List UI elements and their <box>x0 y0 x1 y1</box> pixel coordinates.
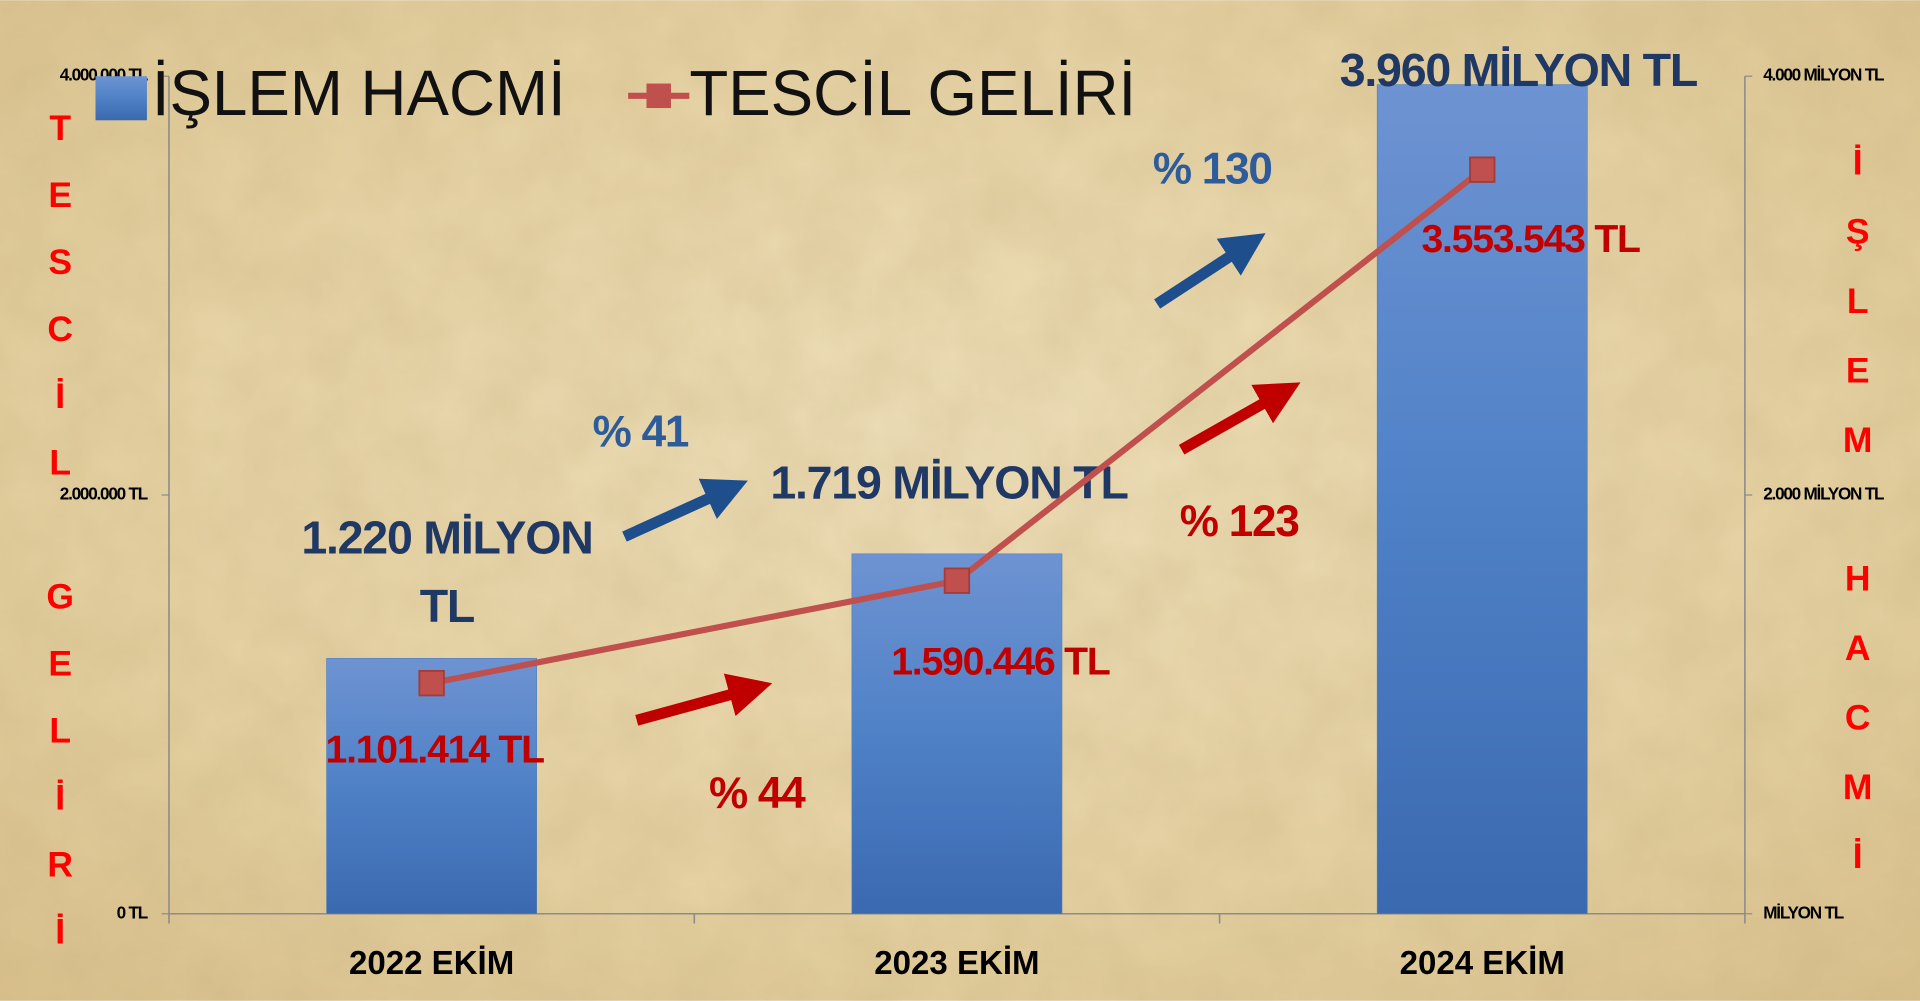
y-axis-title: TESCİL GELİRİ <box>40 108 80 978</box>
arrow <box>1178 382 1301 455</box>
line-marker <box>1469 156 1496 183</box>
bar-value-label: 1.719 MİLYON TL <box>770 457 1127 509</box>
bar-value-label: 1.220 MİLYON TL <box>301 512 592 633</box>
x-tick-label: 2022 EKİM <box>349 945 514 982</box>
y-tick-label: 2.000.000 TL <box>60 484 148 504</box>
line-marker <box>418 669 445 697</box>
y2-tick-label: 2.000 MİLYON TL <box>1763 484 1884 504</box>
annotation: % 130 <box>1153 144 1272 193</box>
legend-label: TESCİL GELİRİ <box>689 58 1136 129</box>
arrows <box>622 233 1301 726</box>
y2-tick-label: 4.000 MİLYON TL <box>1763 65 1884 85</box>
arrow <box>622 478 748 542</box>
y-tick-label: 0 TL <box>117 902 148 922</box>
annotation: % 41 <box>593 408 689 457</box>
legend-swatch <box>95 76 147 121</box>
y2-axis-title: İŞLEM HACMİ <box>1838 142 1878 905</box>
bar <box>326 658 538 915</box>
line-marker <box>943 567 971 594</box>
x-tick-label: 2024 EKİM <box>1400 945 1565 982</box>
bar <box>1376 84 1588 915</box>
annotation: % 123 <box>1180 497 1299 546</box>
y2-tick-label: MİLYON TL <box>1763 902 1843 922</box>
arrow <box>635 673 773 726</box>
line-value-label: 1.590.446 TL <box>891 640 1110 683</box>
arrow <box>1154 233 1266 309</box>
legend-marker <box>646 83 671 109</box>
label-line: TL <box>420 580 474 632</box>
bar-value-label: 3.960 MİLYON TL <box>1340 44 1697 96</box>
x-tick-label: 2023 EKİM <box>874 945 1039 982</box>
label-line: 1.220 MİLYON <box>301 512 592 564</box>
line-value-label: 3.553.543 TL <box>1421 218 1640 261</box>
legend-label: İŞLEM HACMİ <box>152 58 566 129</box>
annotation: % 44 <box>709 769 806 818</box>
line-value-label: 1.101.414 TL <box>326 728 545 771</box>
bar <box>851 553 1063 915</box>
